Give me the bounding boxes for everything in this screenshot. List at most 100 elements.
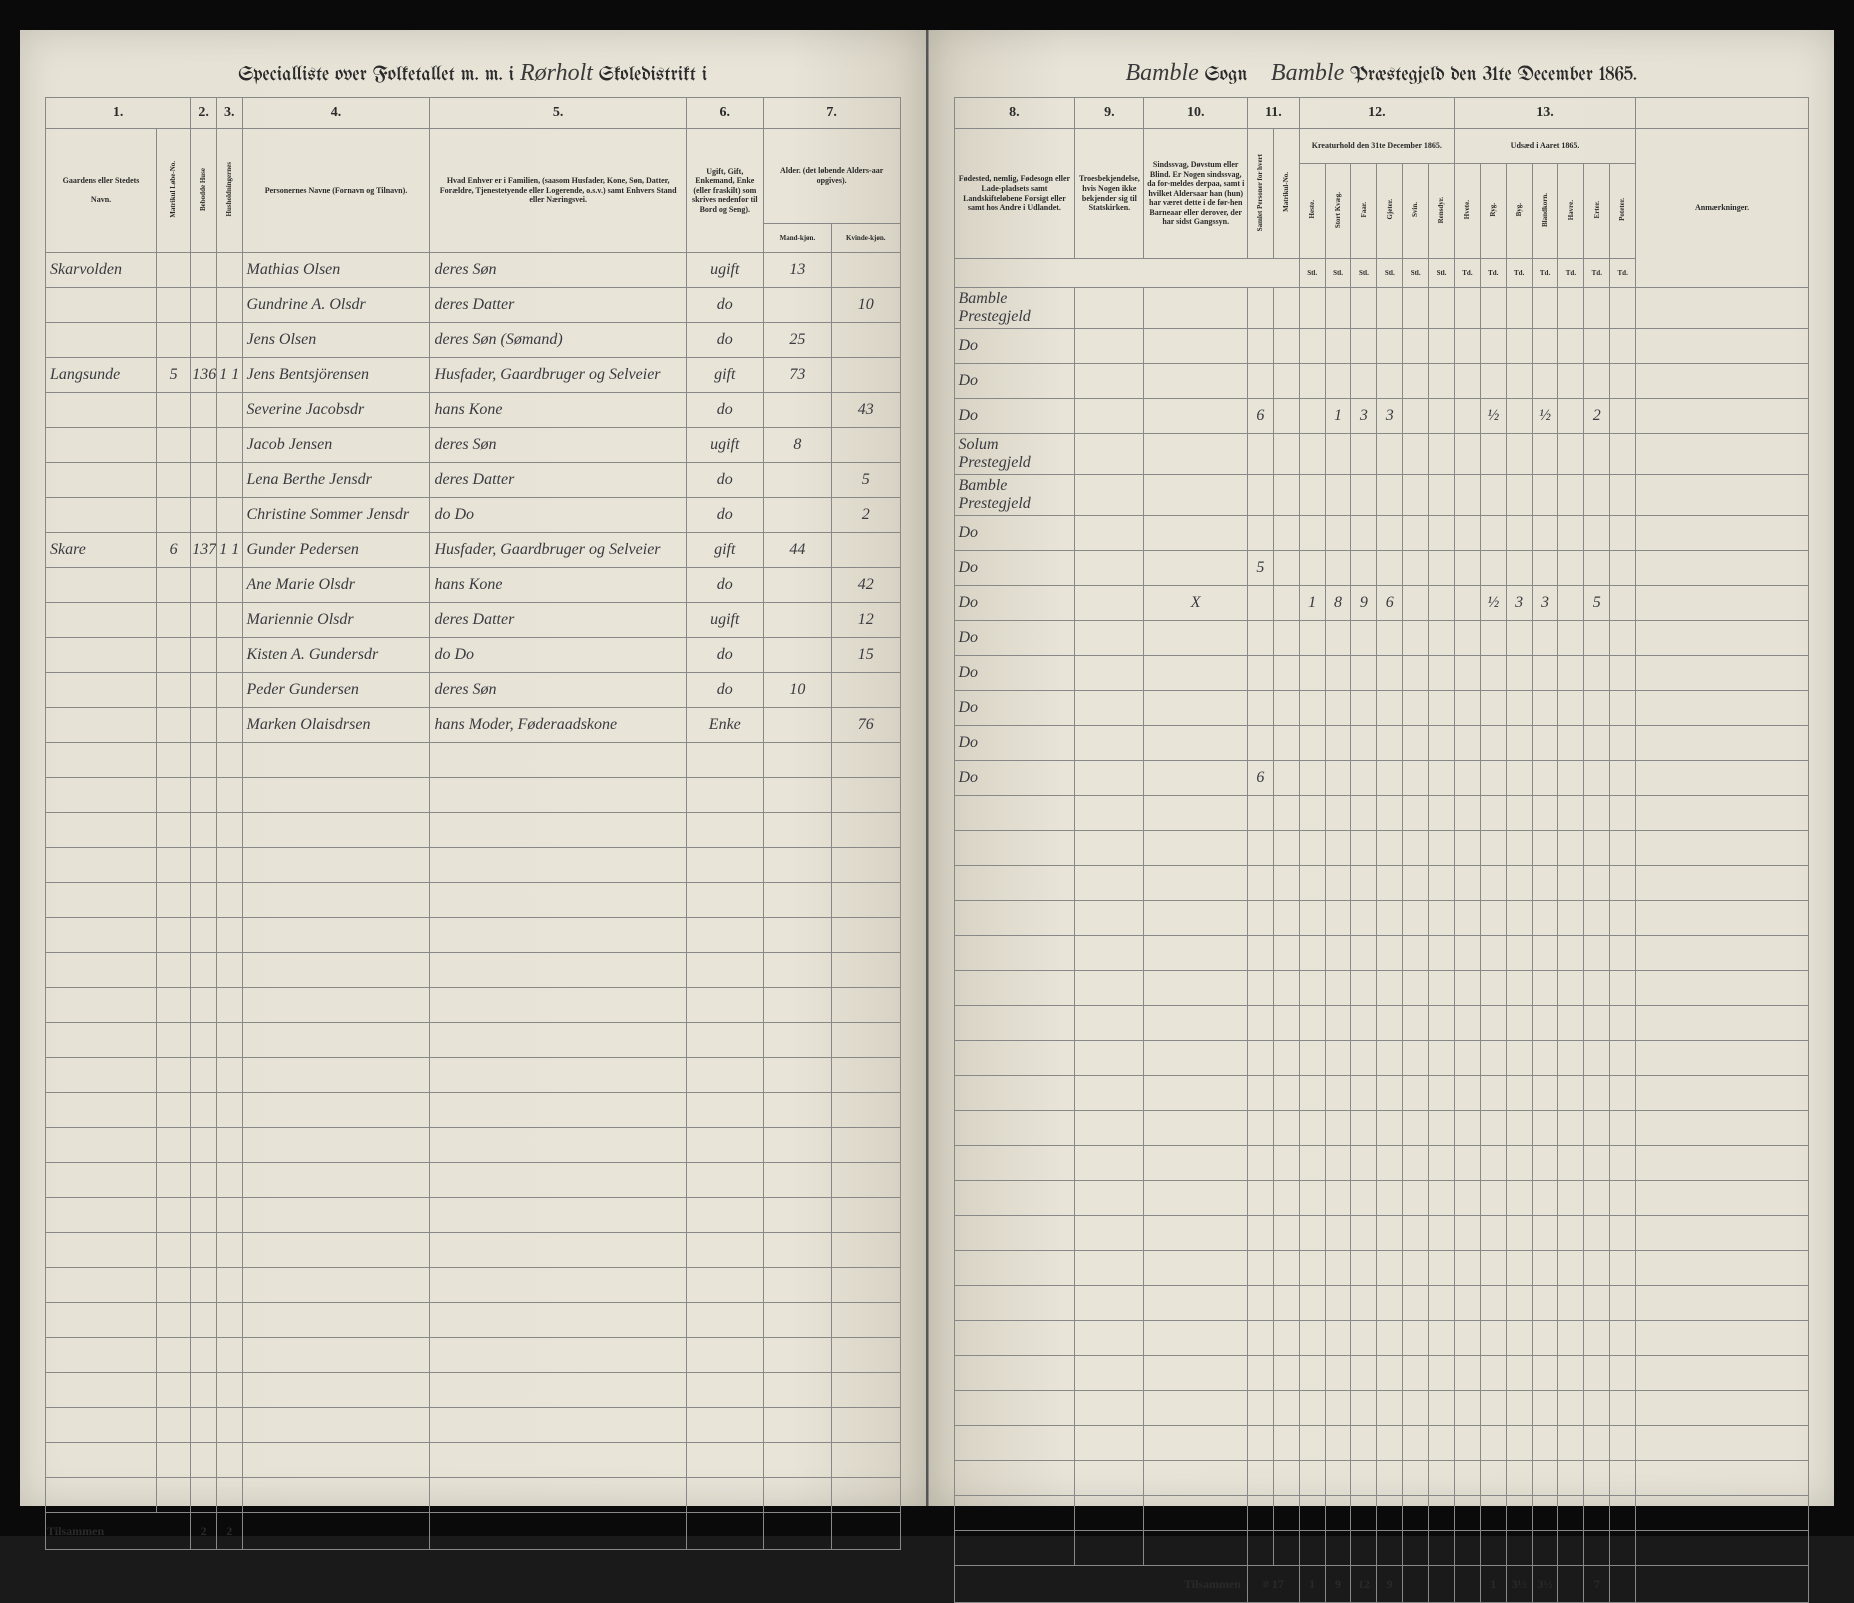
c13-3 — [1532, 726, 1558, 761]
mat-cell — [157, 498, 191, 533]
age-k: 5 — [832, 463, 900, 498]
h-female: Kvinde-kjøn. — [832, 224, 900, 253]
person-name: Mariennie Olsdr — [242, 603, 430, 638]
footer-empty — [763, 1513, 831, 1550]
farm-cell — [46, 673, 157, 708]
t13g — [1610, 1566, 1636, 1603]
age-k: 43 — [832, 393, 900, 428]
data-row: Peder Gundersen deres Søn do 10 — [46, 673, 901, 708]
h-11a: Samlet Personer for hvert — [1247, 129, 1273, 259]
c13-5: 5 — [1584, 586, 1610, 621]
c13-5 — [1584, 434, 1610, 475]
faith — [1075, 761, 1144, 796]
c12-0 — [1299, 399, 1325, 434]
total-c11: # 17 — [1247, 1566, 1299, 1603]
c12-3 — [1377, 516, 1403, 551]
empty-row — [954, 1461, 1809, 1496]
h12d: Gjeter. — [1377, 164, 1403, 259]
c12-5 — [1429, 288, 1455, 329]
c12-4 — [1403, 434, 1429, 475]
c12-5 — [1429, 551, 1455, 586]
empty-row — [46, 1373, 901, 1408]
c12-0 — [1299, 329, 1325, 364]
faith — [1075, 399, 1144, 434]
age-m — [763, 393, 831, 428]
h13b: Ryg. — [1480, 164, 1506, 259]
col-3: 3. — [216, 98, 242, 129]
relation-cell: deres Datter — [430, 603, 686, 638]
c13-0 — [1454, 516, 1480, 551]
c13-6 — [1610, 475, 1636, 516]
age-m — [763, 708, 831, 743]
c13-4 — [1558, 475, 1584, 516]
c13-2 — [1506, 399, 1532, 434]
c11b — [1273, 656, 1299, 691]
prest-label: Præstegjeld den 31te December 1865. — [1350, 65, 1637, 86]
col-7: 7. — [763, 98, 900, 129]
mat-cell: 5 — [157, 358, 191, 393]
empty-row — [46, 1058, 901, 1093]
birthplace: Do — [954, 364, 1075, 399]
person-name: Jens Olsen — [242, 323, 430, 358]
t12f — [1429, 1566, 1455, 1603]
c11a — [1247, 726, 1273, 761]
c13-1 — [1480, 656, 1506, 691]
empty-row — [46, 778, 901, 813]
c11a: 5 — [1247, 551, 1273, 586]
h-faith: Troesbekjendelse, hvis Nogen ikke bekjen… — [1075, 129, 1144, 259]
c13-4 — [1558, 691, 1584, 726]
person-name: Ane Marie Olsdr — [242, 568, 430, 603]
c12-1 — [1325, 434, 1351, 475]
mat-cell — [157, 393, 191, 428]
disability — [1144, 761, 1248, 796]
hh-cell — [216, 498, 242, 533]
c13-2 — [1506, 621, 1532, 656]
h-farm: Gaardens eller Stedets Navn. — [46, 129, 157, 253]
c12-5 — [1429, 399, 1455, 434]
birthplace: Solum Prestegjeld — [954, 434, 1075, 475]
relation-cell: deres Datter — [430, 288, 686, 323]
c12-4 — [1403, 516, 1429, 551]
age-k — [832, 673, 900, 708]
mat-cell: 6 — [157, 533, 191, 568]
empty-row — [46, 953, 901, 988]
c11b — [1273, 364, 1299, 399]
birthplace: Do — [954, 656, 1075, 691]
age-m — [763, 498, 831, 533]
c12-4 — [1403, 691, 1429, 726]
person-name: Kisten A. Gundersdr — [242, 638, 430, 673]
c12-4 — [1403, 288, 1429, 329]
c13-6 — [1610, 691, 1636, 726]
c11a — [1247, 656, 1273, 691]
remarks — [1636, 586, 1809, 621]
c12-3 — [1377, 364, 1403, 399]
farm-cell — [46, 288, 157, 323]
c13-5: 2 — [1584, 399, 1610, 434]
c11b — [1273, 288, 1299, 329]
hus-cell: 137 — [191, 533, 217, 568]
c12-3 — [1377, 691, 1403, 726]
birthplace: Bamble Prestegjeld — [954, 475, 1075, 516]
c13-3 — [1532, 621, 1558, 656]
c12-4 — [1403, 586, 1429, 621]
birthplace: Do — [954, 516, 1075, 551]
faith — [1075, 586, 1144, 621]
c13-0 — [1454, 434, 1480, 475]
farm-cell — [46, 428, 157, 463]
age-k: 2 — [832, 498, 900, 533]
age-m: 10 — [763, 673, 831, 708]
age-k — [832, 358, 900, 393]
c12-3 — [1377, 475, 1403, 516]
remarks — [1636, 726, 1809, 761]
status-cell: ugift — [686, 253, 763, 288]
farm-cell: Langsunde — [46, 358, 157, 393]
h12a: Heste. — [1299, 164, 1325, 259]
disability — [1144, 621, 1248, 656]
empty-row — [46, 1163, 901, 1198]
birthplace: Do — [954, 621, 1075, 656]
age-m: 73 — [763, 358, 831, 393]
c12-4 — [1403, 364, 1429, 399]
c13-4 — [1558, 586, 1584, 621]
c12-2: 9 — [1351, 586, 1377, 621]
c12-5 — [1429, 329, 1455, 364]
